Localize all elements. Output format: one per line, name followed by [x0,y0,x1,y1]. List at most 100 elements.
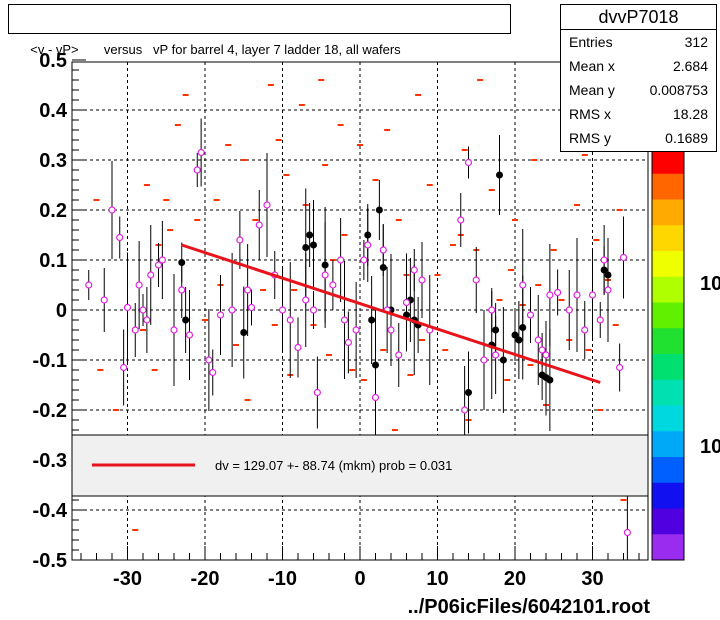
y-tick-label: 0.1 [39,250,67,272]
stats-key: Mean x [569,58,615,74]
y-tick-label: 0.3 [39,150,67,172]
stats-key: Entries [569,34,613,50]
x-tick-label: 10 [426,568,448,590]
stats-row-mean-y: Mean y 0.008753 [561,78,716,102]
black-point [240,329,248,336]
x-tick-label: 30 [581,568,603,590]
palette-swatch [652,508,684,535]
palette-swatch [652,328,684,355]
profile-point [228,306,236,314]
profile-point [147,271,155,279]
profile-point [185,331,194,339]
y-tick-label: 0 [56,300,67,322]
palette-swatch [652,457,684,484]
black-point [368,316,376,324]
x-tick-label: 20 [504,568,526,590]
profile-point [205,356,213,364]
profile-point [492,351,500,359]
profile-point [344,338,352,347]
profile-point [573,291,581,299]
black-point [302,244,310,251]
fit-line [181,243,601,384]
profile-point [623,528,631,537]
palette-swatch [652,482,684,509]
profile-point [418,276,426,284]
profile-point [480,356,488,364]
black-point [465,389,472,396]
fit-legend-text: dv = 129.07 +- 88.74 (mkm) prob = 0.031 [215,458,452,473]
x-tick-label: -30 [113,568,142,590]
profile-point [116,233,124,242]
profile-point [337,256,345,264]
y-tick-label: -0.5 [33,550,67,572]
profile-point [313,388,321,397]
black-point [375,206,383,214]
black-point [496,171,503,179]
y-tick-label: 0.2 [39,200,67,222]
profile-point [85,281,93,289]
stats-row-rms-y: RMS y 0.1689 [561,126,716,150]
profile-point [581,326,589,334]
profile-point [410,266,418,274]
profile-point [395,351,403,359]
palette-swatch [652,534,684,561]
palette-swatch [652,199,684,226]
stats-key: RMS x [569,106,611,122]
profile-point [464,158,473,167]
profile-point [158,256,166,264]
palette-swatch [652,431,684,458]
profile-point [263,201,271,209]
black-point [182,316,190,324]
y-tick-label: -0.2 [33,400,67,422]
profile-point [321,271,329,279]
profile-point [123,303,132,312]
y-tick-label: -0.4 [33,500,68,522]
profile-point [143,316,151,324]
palette-swatch [652,225,684,252]
profile-point [193,166,201,174]
y-tick-label: -0.1 [33,350,67,372]
stats-row-rms-x: RMS x 18.28 [561,102,716,126]
black-point [499,356,507,364]
y-tick-label: -0.3 [33,450,67,472]
black-point [310,241,317,249]
chart-title-box: <v - vP> versus vP for barrel 4, layer 7… [8,4,511,57]
profile-point [329,281,337,289]
palette-swatch [652,354,684,381]
profile-point [542,351,550,359]
profile-point [379,246,387,254]
profile-point [364,241,372,249]
profile-point [108,206,116,214]
palette-swatch [652,276,684,303]
profile-point [360,256,368,264]
profile-point [286,316,294,324]
profile-point [616,363,624,372]
stats-value: 2.684 [672,58,708,74]
palette-swatch [652,173,684,200]
stats-row-mean-x: Mean x 2.684 [561,54,716,78]
palette-swatch [652,405,684,432]
stats-title: dvvP7018 [561,5,716,30]
profile-point [387,326,395,334]
profile-point [278,306,287,314]
black-point [546,376,554,384]
black-point [511,331,519,339]
profile-point [546,291,554,299]
stats-value: 0.008753 [649,82,708,98]
profile-point [244,286,252,294]
y-tick-label: 0.5 [39,50,67,72]
profile-point [216,311,225,319]
stats-value: 0.1689 [665,130,708,146]
profile-point [255,221,263,229]
profile-point [554,288,562,297]
profile-point [197,148,205,157]
profile-point [461,406,469,414]
profile-point [209,368,217,377]
profile-point [596,316,604,324]
palette-label: 10 [700,273,720,295]
stats-box: dvvP7018 Entries 312 Mean x 2.684 Mean y… [560,4,717,152]
profile-point [131,326,139,334]
stats-value: 18.28 [672,106,708,122]
profile-point [565,306,573,314]
